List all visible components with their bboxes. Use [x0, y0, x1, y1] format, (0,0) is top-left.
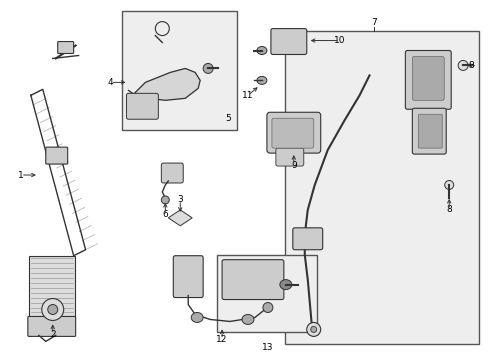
Ellipse shape: [307, 323, 321, 336]
FancyBboxPatch shape: [222, 260, 284, 300]
Text: 8: 8: [446, 206, 452, 215]
Text: 9: 9: [291, 161, 296, 170]
FancyBboxPatch shape: [58, 41, 74, 54]
Text: 13: 13: [262, 343, 273, 352]
Text: 2: 2: [50, 330, 55, 339]
FancyBboxPatch shape: [173, 256, 203, 298]
Ellipse shape: [445, 180, 454, 189]
Text: 7: 7: [371, 18, 377, 27]
FancyBboxPatch shape: [413, 57, 444, 100]
FancyBboxPatch shape: [271, 28, 307, 54]
FancyBboxPatch shape: [28, 316, 75, 336]
FancyBboxPatch shape: [267, 112, 321, 153]
Text: 5: 5: [225, 114, 231, 123]
Text: 6: 6: [162, 210, 168, 219]
Ellipse shape: [191, 312, 203, 323]
Text: 3: 3: [177, 195, 183, 204]
Ellipse shape: [458, 60, 468, 71]
Polygon shape: [168, 210, 192, 226]
FancyBboxPatch shape: [293, 228, 323, 250]
FancyBboxPatch shape: [126, 93, 158, 119]
Ellipse shape: [280, 280, 292, 289]
FancyBboxPatch shape: [418, 114, 442, 148]
Text: 12: 12: [217, 335, 228, 344]
Text: 11: 11: [242, 91, 254, 100]
Ellipse shape: [42, 298, 64, 320]
Ellipse shape: [257, 76, 267, 84]
Ellipse shape: [263, 302, 273, 312]
Text: 1: 1: [18, 171, 24, 180]
Polygon shape: [128, 68, 200, 100]
FancyBboxPatch shape: [161, 163, 183, 183]
FancyBboxPatch shape: [46, 147, 68, 164]
Bar: [122, 11, 237, 130]
Ellipse shape: [257, 46, 267, 54]
Ellipse shape: [242, 315, 254, 324]
Ellipse shape: [311, 327, 317, 332]
Ellipse shape: [161, 196, 169, 204]
Text: 8: 8: [468, 61, 474, 70]
FancyBboxPatch shape: [413, 108, 446, 154]
Bar: [29, 256, 74, 318]
FancyBboxPatch shape: [405, 50, 451, 109]
Text: 10: 10: [334, 36, 345, 45]
Text: 4: 4: [108, 78, 113, 87]
Ellipse shape: [203, 63, 213, 73]
FancyBboxPatch shape: [272, 118, 314, 148]
Bar: [217, 255, 317, 332]
FancyBboxPatch shape: [276, 148, 304, 166]
Ellipse shape: [48, 305, 58, 315]
Bar: [285, 31, 479, 345]
